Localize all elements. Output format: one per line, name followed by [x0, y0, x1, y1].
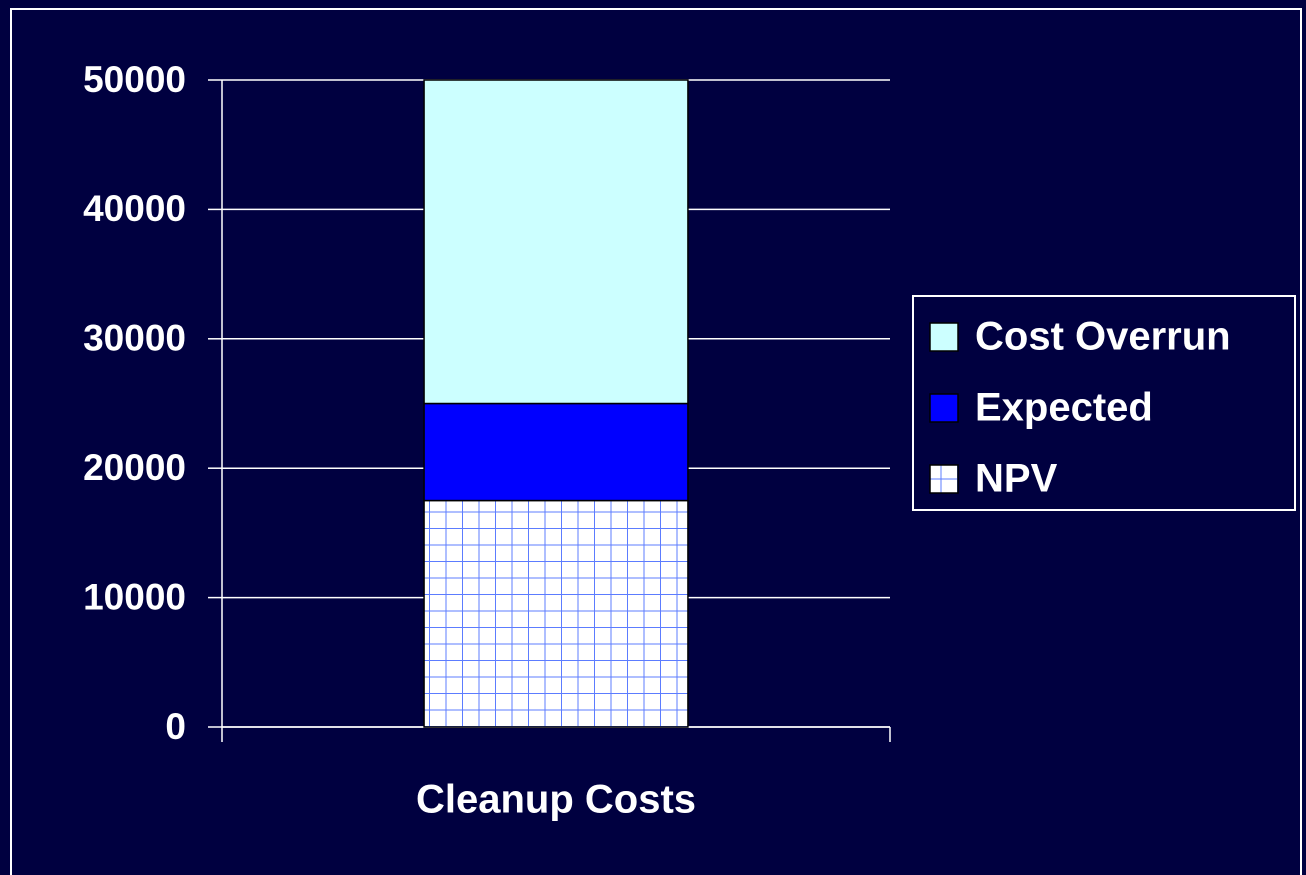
legend-label: Cost Overrun: [975, 315, 1231, 359]
x-tick-label: Cleanup Costs: [416, 778, 696, 822]
legend-label: Expected: [975, 386, 1153, 430]
legend-label: NPV: [975, 457, 1058, 501]
bar-segment: [423, 79, 689, 405]
y-tick-label: 30000: [83, 318, 186, 359]
bar-segment: [423, 499, 689, 728]
y-tick-label: 50000: [83, 59, 186, 100]
legend-swatch: [929, 393, 959, 423]
y-tick-label: 20000: [83, 447, 186, 488]
legend-swatch: [929, 322, 959, 352]
y-tick-label: 0: [165, 706, 186, 747]
legend-swatch: [929, 464, 959, 494]
frame: [10, 8, 1302, 875]
bar-segment: [423, 402, 689, 502]
legend-box: [912, 295, 1296, 511]
y-tick-label: 40000: [83, 188, 186, 229]
y-tick-label: 10000: [83, 576, 186, 617]
